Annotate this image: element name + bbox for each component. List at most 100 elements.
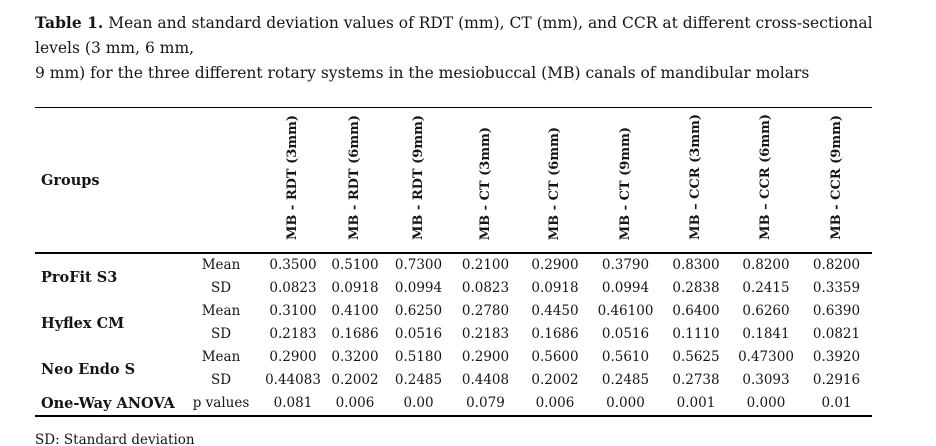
value-cell: 0.4450 <box>531 303 579 319</box>
column-header-label: MB - CT (6mm) <box>547 126 562 240</box>
value-cell: 0.8300 <box>672 257 720 273</box>
column-header-label: MB – CCR (6mm) <box>758 114 773 240</box>
column-header-mb-ccr-6mm: MB – CCR (6mm) <box>731 108 801 254</box>
value-cell: 0.3100 <box>269 303 317 319</box>
value-cell: 0.079 <box>466 395 505 411</box>
stat-label: Mean <box>201 303 241 319</box>
value-cell: 0.6260 <box>742 303 790 319</box>
value-cell: 0.2916 <box>812 372 861 388</box>
value-cell: 0.3200 <box>331 349 379 365</box>
value-cell: 0.4100 <box>331 303 379 319</box>
value-cell: 0.1686 <box>331 326 379 342</box>
value-cell: 0.2900 <box>461 349 510 365</box>
stat-label: Mean <box>201 257 241 273</box>
value-cell: 0.3920 <box>812 349 861 365</box>
table-row-neo-endo-s-mean: Neo Endo S Mean 0.2900 0.3200 0.5180 0.2… <box>35 346 872 378</box>
value-cell: 0.2183 <box>461 326 510 342</box>
value-cell: 0.47300 <box>738 349 794 365</box>
value-cell: 0.01 <box>821 395 852 411</box>
header-row: Groups MB - RDT (3mm) MB - RDT (6mm) MB … <box>35 108 872 254</box>
value-cell: 0.3790 <box>601 257 650 273</box>
column-header-label: MB - CCR (9mm) <box>828 115 844 240</box>
value-cell: 0.1686 <box>531 326 579 342</box>
stat-label: p values <box>192 395 250 411</box>
table-row-anova: One-Way ANOVA p values 0.081 0.006 0.00 … <box>35 392 872 416</box>
value-cell: 0.2900 <box>531 257 579 273</box>
group-label-profit-s3: ProFit S3 <box>41 268 118 286</box>
value-cell: 0.000 <box>606 395 645 411</box>
value-cell: 0.6250 <box>394 303 443 319</box>
value-cell: 0.0994 <box>601 280 650 296</box>
column-header-mb-ccr-9mm: MB - CCR (9mm) <box>801 108 872 254</box>
value-cell: 0.2900 <box>269 349 317 365</box>
value-cell: 0.2002 <box>331 372 379 388</box>
group-label-neo-endo-s: Neo Endo S <box>41 360 136 378</box>
value-cell: 0.0823 <box>269 280 317 296</box>
value-cell: 0.8200 <box>742 257 790 273</box>
value-cell: 0.081 <box>273 395 313 411</box>
table-caption-label: Table 1. <box>35 13 104 32</box>
value-cell: 0.2485 <box>601 372 650 388</box>
value-cell: 0.00 <box>403 395 434 411</box>
value-cell: 0.5625 <box>672 349 720 365</box>
column-header-mb-rdt-9mm: MB - RDT (9mm) <box>386 108 451 254</box>
value-cell: 0.2780 <box>461 303 510 319</box>
column-header-label: MB - CT (3mm) <box>477 126 493 240</box>
value-cell: 0.6400 <box>672 303 720 319</box>
value-cell: 0.44083 <box>265 372 321 388</box>
results-table: Groups MB - RDT (3mm) MB - RDT (6mm) MB … <box>35 107 872 417</box>
column-header-mb-ccr-3mm: MB – CCR (3mm) <box>661 108 731 254</box>
column-header-label: MB - RDT (6mm) <box>347 115 362 240</box>
value-cell: 0.5610 <box>601 349 650 365</box>
value-cell: 0.2183 <box>269 326 317 342</box>
value-cell: 0.2415 <box>742 280 790 296</box>
stat-label: SD <box>210 280 232 296</box>
value-cell: 0.006 <box>335 395 375 411</box>
column-header-label: MB – CCR (3mm) <box>688 114 703 240</box>
value-cell: 0.0516 <box>394 326 443 342</box>
value-cell: 0.46100 <box>597 303 654 319</box>
value-cell: 0.0516 <box>601 326 650 342</box>
stat-label: Mean <box>201 349 241 365</box>
value-cell: 0.1841 <box>742 326 790 342</box>
column-header-label: MB - RDT (9mm) <box>410 115 426 240</box>
value-cell: 0.000 <box>746 395 786 411</box>
value-cell: 0.5180 <box>394 349 443 365</box>
value-cell: 0.4408 <box>461 372 510 388</box>
value-cell: 0.3093 <box>742 372 790 388</box>
table-caption: Table 1. Mean and standard deviation val… <box>35 10 906 86</box>
column-header-mb-ct-9mm: MB - CT (9mm) <box>590 108 661 254</box>
table-row-hyflex-cm-mean: Hyflex CM Mean 0.3100 0.4100 0.6250 0.27… <box>35 300 872 332</box>
group-label-hyflex-cm: Hyflex CM <box>41 314 125 332</box>
column-header-mb-ct-6mm: MB - CT (6mm) <box>520 108 590 254</box>
value-cell: 0.6390 <box>812 303 861 319</box>
table-footnote: SD: Standard deviation <box>35 432 195 446</box>
stat-label: SD <box>210 326 232 342</box>
value-cell: 0.2100 <box>461 257 510 273</box>
value-cell: 0.0823 <box>461 280 510 296</box>
table-caption-line1: Mean and standard deviation values of RD… <box>35 14 873 57</box>
table-row-hyflex-cm-sd: SD 0.2183 0.1686 0.0516 0.2183 0.1686 0.… <box>35 323 872 346</box>
group-label-one-way-anova: One-Way ANOVA <box>41 395 175 412</box>
value-cell: 0.001 <box>676 395 716 411</box>
column-header-label: MB - CT (9mm) <box>617 126 633 240</box>
column-header-mb-rdt-6mm: MB - RDT (6mm) <box>324 108 386 254</box>
value-cell: 0.0821 <box>812 326 861 342</box>
value-cell: 0.3359 <box>812 280 861 296</box>
value-cell: 0.0918 <box>531 280 579 296</box>
value-cell: 0.2838 <box>672 280 720 296</box>
column-header-mb-ct-3mm: MB - CT (3mm) <box>451 108 520 254</box>
value-cell: 0.5100 <box>331 257 379 273</box>
value-cell: 0.2002 <box>531 372 579 388</box>
column-header-mb-rdt-3mm: MB - RDT (3mm) <box>262 108 324 254</box>
value-cell: 0.8200 <box>812 257 861 273</box>
value-cell: 0.1110 <box>672 326 720 342</box>
column-header-label: MB - RDT (3mm) <box>285 115 300 240</box>
document-page: Table 1. Mean and standard deviation val… <box>0 10 936 446</box>
value-cell: 0.5600 <box>531 349 579 365</box>
table-caption-line2: 9 mm) for the three different rotary sys… <box>35 64 810 82</box>
value-cell: 0.0994 <box>394 280 443 296</box>
table-row-profit-s3-sd: SD 0.0823 0.0918 0.0994 0.0823 0.0918 0.… <box>35 277 872 300</box>
groups-column-header: Groups <box>41 171 100 189</box>
stat-label: SD <box>210 372 232 388</box>
